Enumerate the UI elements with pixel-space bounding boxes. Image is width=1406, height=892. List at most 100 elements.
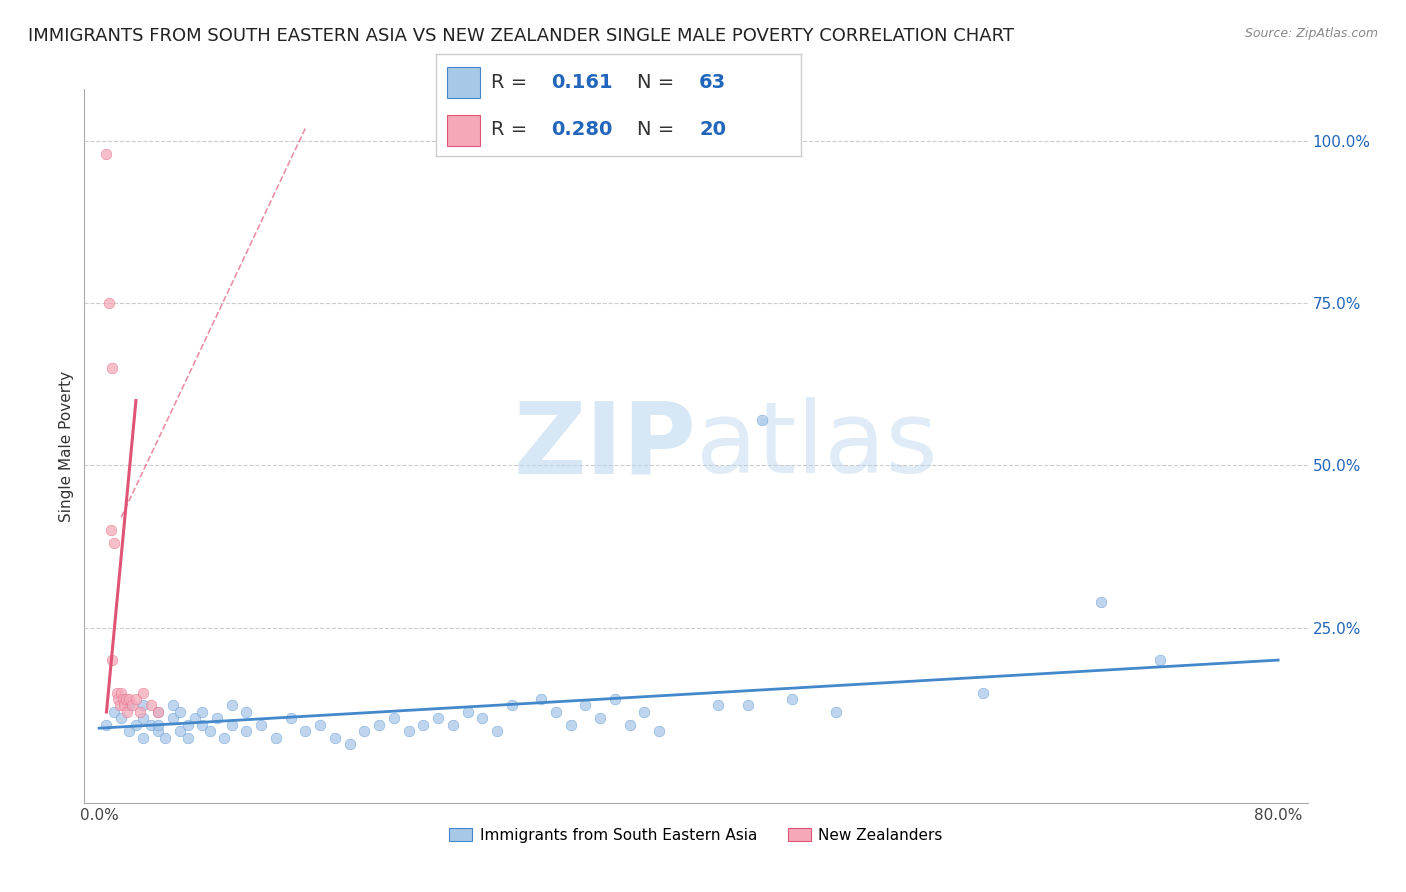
Point [112, 698, 135, 713]
Text: ZIP: ZIP [513, 398, 696, 494]
Text: R =: R = [491, 120, 533, 139]
Point [633, 705, 655, 719]
Point [398, 724, 420, 739]
Point [368, 718, 391, 732]
Point [972, 685, 994, 699]
Point [162, 711, 184, 725]
Point [132, 711, 155, 725]
Point [235, 724, 257, 739]
Point [353, 724, 375, 739]
Point [146, 724, 169, 739]
Point [205, 711, 228, 725]
Point [110, 685, 132, 699]
Point [589, 711, 612, 725]
Point [103, 705, 125, 719]
Point [737, 698, 759, 713]
Point [132, 698, 155, 713]
Point [191, 705, 214, 719]
Point [471, 711, 494, 725]
Point [114, 692, 136, 706]
Point [648, 724, 671, 739]
Point [121, 698, 143, 713]
Point [162, 698, 184, 713]
Point [103, 536, 125, 550]
Point [176, 718, 198, 732]
Point [101, 653, 124, 667]
Point [501, 698, 523, 713]
Point [115, 705, 138, 719]
Point [574, 698, 596, 713]
Text: Source: ZipAtlas.com: Source: ZipAtlas.com [1244, 27, 1378, 40]
Point [427, 711, 450, 725]
Text: N =: N = [637, 73, 681, 92]
Text: IMMIGRANTS FROM SOUTH EASTERN ASIA VS NEW ZEALANDER SINGLE MALE POVERTY CORRELAT: IMMIGRANTS FROM SOUTH EASTERN ASIA VS NE… [28, 27, 1014, 45]
Point [221, 718, 243, 732]
Point [139, 698, 162, 713]
Text: 20: 20 [699, 120, 725, 139]
Point [100, 524, 122, 538]
Point [309, 718, 332, 732]
Point [198, 724, 221, 739]
Point [485, 724, 508, 739]
Point [294, 724, 316, 739]
Point [139, 718, 162, 732]
Point [221, 698, 243, 713]
Point [264, 731, 287, 745]
Point [530, 692, 553, 706]
Point [780, 692, 803, 706]
Point [603, 692, 626, 706]
Point [751, 413, 773, 427]
Point [117, 724, 139, 739]
Point [111, 692, 134, 706]
Point [105, 685, 128, 699]
Point [619, 718, 641, 732]
Text: atlas: atlas [696, 398, 938, 494]
Point [146, 705, 169, 719]
FancyBboxPatch shape [447, 67, 479, 97]
Point [117, 692, 139, 706]
Point [169, 724, 191, 739]
Legend: Immigrants from South Eastern Asia, New Zealanders: Immigrants from South Eastern Asia, New … [443, 822, 949, 848]
Point [125, 718, 148, 732]
Point [250, 718, 273, 732]
Point [280, 711, 302, 725]
Point [110, 711, 132, 725]
Point [117, 698, 139, 713]
Text: 63: 63 [699, 73, 725, 92]
Point [1149, 653, 1171, 667]
Point [96, 718, 118, 732]
Point [107, 692, 129, 706]
FancyBboxPatch shape [447, 115, 479, 145]
Point [825, 705, 848, 719]
Point [132, 731, 155, 745]
Point [544, 705, 567, 719]
Point [98, 296, 121, 310]
Point [235, 705, 257, 719]
Point [707, 698, 730, 713]
Text: R =: R = [491, 73, 533, 92]
Point [101, 361, 124, 376]
Point [382, 711, 405, 725]
Point [339, 738, 361, 752]
Text: 0.161: 0.161 [551, 73, 613, 92]
Point [132, 685, 155, 699]
Point [184, 711, 207, 725]
Point [214, 731, 236, 745]
Point [96, 147, 118, 161]
Point [155, 731, 177, 745]
Point [176, 731, 198, 745]
Point [457, 705, 479, 719]
Point [129, 705, 152, 719]
Point [169, 705, 191, 719]
Text: N =: N = [637, 120, 681, 139]
Point [441, 718, 464, 732]
Point [125, 692, 148, 706]
Y-axis label: Single Male Poverty: Single Male Poverty [59, 370, 75, 522]
Point [1090, 595, 1112, 609]
Point [146, 718, 169, 732]
Text: 0.280: 0.280 [551, 120, 613, 139]
Point [412, 718, 434, 732]
Point [146, 705, 169, 719]
Point [108, 698, 131, 713]
Point [323, 731, 346, 745]
